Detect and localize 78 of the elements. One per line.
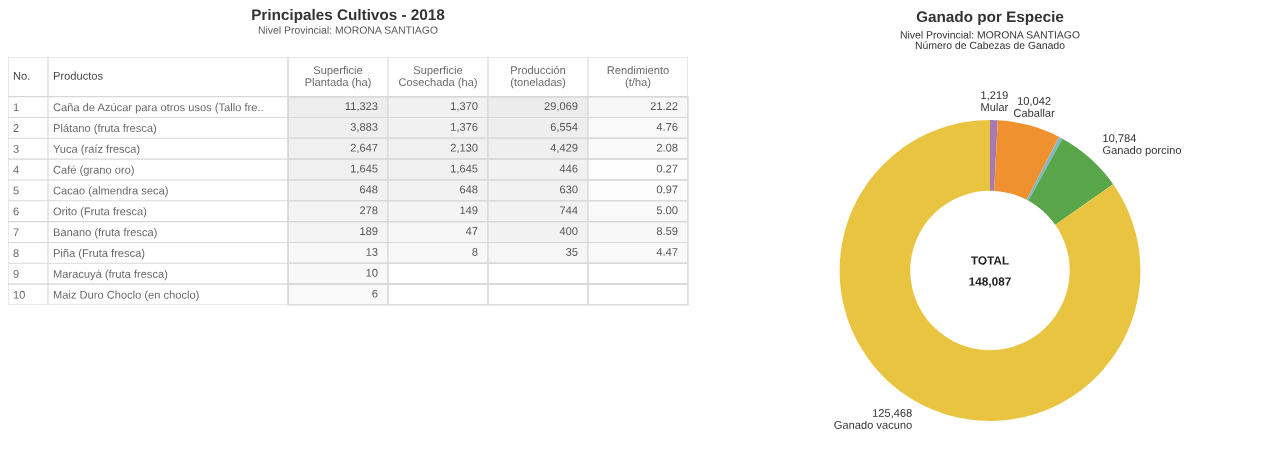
data-label: 8	[472, 248, 478, 256]
data-label: 648	[460, 185, 478, 194]
data-label: 1,645	[451, 164, 478, 174]
data-label: 189	[360, 227, 378, 236]
data-label: 744	[560, 206, 578, 215]
data-label: 1,219	[981, 91, 1008, 101]
text: 148,087	[969, 277, 1011, 288]
x-tick-label: Producción (toneladas)	[510, 65, 566, 89]
x-tick-label: Superficie Cosechada (ha)	[399, 65, 477, 89]
data-label: 4.76	[656, 122, 678, 131]
data-label: 4.47	[656, 248, 678, 256]
y2-tick-label: 6	[13, 207, 19, 216]
y2-tick-label: 8	[13, 249, 19, 258]
y-tick-label: Piña (Fruta fresca)	[53, 248, 145, 260]
x-tick-label: Superficie Plantada (ha)	[305, 65, 371, 89]
text: Productos	[53, 71, 103, 80]
y2-tick-label: 3	[13, 144, 19, 153]
data-label: 10,784	[1103, 134, 1137, 144]
y-tick-label: Maiz Duro Choclo (en choclo)	[53, 290, 199, 301]
donut-slice	[1026, 136, 1063, 201]
data-label: 3,883	[350, 122, 378, 133]
donut-slice	[990, 120, 998, 191]
data-label: 0.27	[656, 164, 678, 173]
data-label: 1,645	[351, 164, 378, 174]
chart-title: Ganado por Especie	[916, 10, 1064, 26]
y2-tick-label: 1	[13, 103, 19, 112]
data-label: 400	[559, 227, 578, 236]
y-tick-label: Caña de Azúcar para otros usos (Tallo fre..	[53, 102, 263, 114]
y2-tick-label: 4	[13, 165, 19, 174]
slice-label: Ganado vacuno	[834, 420, 912, 429]
y-tick-label: Café (grano oro)	[53, 165, 134, 176]
donut-slice	[839, 120, 1141, 421]
y-tick-label: Banano (fruta fresca)	[53, 228, 157, 239]
slice-label: Mular	[981, 102, 1009, 112]
y-tick-label: Yuca (raíz fresca)	[53, 144, 140, 156]
chart-title: Principales Cultivos - 2018	[252, 8, 445, 24]
data-label: 630	[560, 185, 578, 194]
data-label: 6,554	[550, 122, 578, 133]
data-label: 8.59	[656, 227, 678, 236]
y-tick-label: Cacao (almendra seca)	[53, 186, 168, 197]
data-label: 5.00	[656, 206, 678, 215]
data-label: 21.22	[650, 102, 678, 110]
data-label: 1,376	[451, 122, 478, 133]
y2-tick-label: 9	[13, 270, 19, 278]
y2-tick-label: 2	[13, 124, 19, 132]
data-label: 11,323	[345, 102, 378, 112]
slice-label: Caballar	[1013, 108, 1055, 117]
data-label: 13	[366, 248, 378, 256]
data-label: 2,647	[350, 143, 378, 153]
data-label: 0.97	[656, 185, 678, 194]
y-tick-label: Maracuyá (fruta fresca)	[53, 269, 168, 281]
data-label: 35	[566, 248, 578, 256]
chart-subtitle: Nivel Provincial: MORONA SANTIAGO Número de Cabezas de Ganado	[900, 30, 1080, 50]
data-label: 4,429	[550, 143, 578, 153]
x-tick-label: Rendimiento (t/ha)	[607, 65, 669, 89]
donut-slice	[994, 120, 1060, 200]
slice-label: Ganado porcino	[1103, 145, 1182, 157]
data-label: 2.08	[656, 143, 678, 152]
text: No.	[13, 72, 30, 80]
data-label: 1,370	[451, 102, 478, 112]
y-tick-label: Plátano (fruta fresca)	[53, 123, 157, 135]
y-tick-label: Orito (Fruta fresca)	[53, 207, 147, 218]
data-label: 10,042	[1017, 97, 1051, 107]
data-label: 29,069	[544, 102, 578, 112]
data-label: 648	[360, 185, 378, 194]
y2-tick-label: 7	[13, 228, 19, 237]
data-label: 125,468	[872, 409, 912, 419]
data-label: 446	[559, 164, 578, 173]
data-label: 278	[360, 206, 378, 215]
data-label: 2,130	[450, 143, 478, 153]
y2-tick-label: 5	[13, 186, 19, 195]
data-label: 10	[366, 268, 378, 277]
data-label: 149	[460, 206, 478, 215]
data-label: 47	[465, 227, 478, 235]
chart-subtitle: Nivel Provincial: MORONA SANTIAGO	[258, 26, 438, 34]
data-label: 6	[372, 289, 378, 298]
y2-tick-label: 10	[13, 290, 25, 299]
text: TOTAL	[971, 256, 1009, 265]
